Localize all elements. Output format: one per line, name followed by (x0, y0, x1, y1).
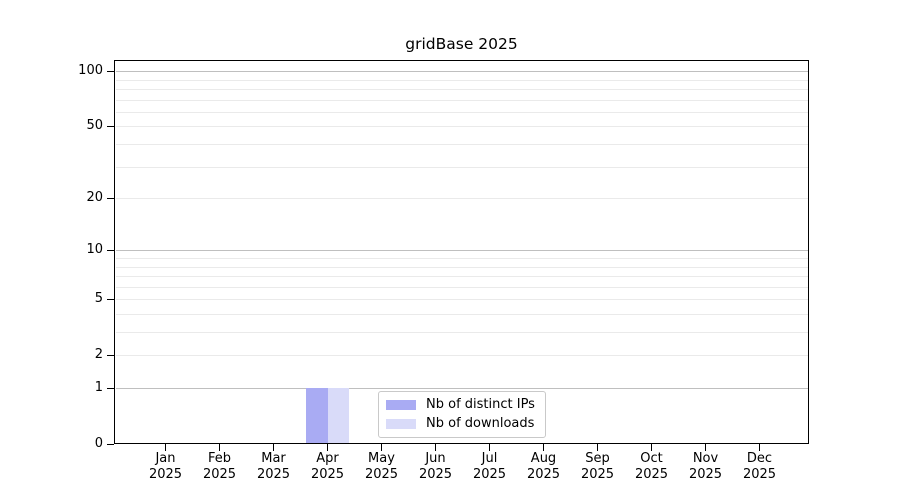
x-tick-label-aug: Aug 2025 (517, 451, 571, 482)
y-tick-label-0: 0 (94, 436, 103, 451)
y-tick-0 (107, 443, 114, 445)
x-tick-label-may: May 2025 (355, 451, 409, 482)
x-tick-year-apr: 2025 (310, 466, 345, 482)
legend-swatch-distinct-ips (386, 400, 416, 410)
legend-box: Nb of distinct IPs Nb of downloads (378, 391, 546, 438)
y-tick-label-2: 2 (94, 347, 103, 363)
x-tick-nov (705, 444, 707, 451)
gridline-minor-2 (116, 355, 808, 357)
x-tick-label-sep: Sep 2025 (571, 451, 625, 482)
x-tick-month-jun: Jun (425, 451, 446, 466)
legend-item-downloads: Nb of downloads (386, 417, 537, 431)
x-tick-label-oct: Oct 2025 (625, 451, 679, 482)
gridline-minor-60 (116, 111, 808, 113)
legend-label-distinct-ips: Nb of distinct IPs (426, 397, 535, 412)
x-tick-aug (543, 444, 545, 451)
x-tick-label-jun: Jun 2025 (409, 451, 463, 482)
x-tick-feb (219, 444, 221, 451)
y-tick-1 (107, 387, 114, 389)
gridline-minor-7 (116, 276, 808, 277)
y-tick-5 (107, 298, 114, 301)
y-tick-label-100: 100 (78, 63, 103, 79)
x-tick-year-aug: 2025 (526, 466, 561, 482)
legend-item-distinct-ips: Nb of distinct IPs (386, 398, 537, 412)
bar-apr-nb-of-distinct-ips (306, 388, 328, 444)
x-tick-label-jan: Jan 2025 (139, 451, 193, 482)
gridline-major-1 (116, 388, 808, 389)
gridline-minor-5 (116, 299, 808, 301)
x-tick-month-aug: Aug (530, 451, 557, 466)
x-tick-oct (651, 444, 653, 451)
gridline-minor-40 (116, 144, 808, 145)
x-tick-dec (759, 444, 761, 451)
x-tick-year-may: 2025 (364, 466, 399, 482)
y-tick-label-5: 5 (94, 291, 103, 307)
gridline-major-10 (116, 250, 808, 252)
x-tick-mar (273, 444, 275, 451)
x-tick-month-dec: Dec (746, 451, 773, 466)
legend-label-downloads: Nb of downloads (426, 416, 535, 431)
gridline-minor-3 (116, 332, 808, 333)
x-tick-year-jun: 2025 (418, 466, 453, 482)
x-tick-label-jul: Jul 2025 (463, 451, 517, 482)
x-tick-month-nov: Nov (692, 451, 719, 466)
plot-area-frame (114, 60, 809, 444)
x-tick-month-apr: Apr (316, 451, 339, 466)
x-tick-jan (165, 444, 167, 451)
x-tick-month-jul: Jul (481, 451, 498, 466)
x-tick-label-mar: Mar 2025 (247, 451, 301, 482)
legend-swatch-downloads (386, 419, 416, 429)
x-tick-jun (435, 444, 437, 451)
x-tick-month-feb: Feb (207, 451, 232, 466)
y-tick-label-50: 50 (86, 118, 103, 134)
x-tick-apr (327, 444, 329, 451)
y-tick-10 (107, 249, 114, 252)
x-tick-label-dec: Dec 2025 (733, 451, 787, 482)
x-tick-month-jan: Jan (155, 451, 176, 466)
x-tick-label-apr: Apr 2025 (301, 451, 355, 482)
x-tick-may (381, 444, 383, 451)
x-tick-label-feb: Feb 2025 (193, 451, 247, 482)
x-tick-month-oct: Oct (640, 451, 663, 466)
gridline-minor-50 (116, 126, 808, 128)
x-tick-month-mar: Mar (261, 451, 286, 466)
gridline-minor-9 (116, 258, 808, 259)
x-tick-year-mar: 2025 (256, 466, 291, 482)
x-tick-year-sep: 2025 (580, 466, 615, 482)
x-tick-jul (489, 444, 491, 451)
chart-title: gridBase 2025 (405, 35, 518, 53)
gridline-minor-20 (116, 198, 808, 200)
gridline-minor-6 (116, 286, 808, 288)
gridline-minor-8 (116, 266, 808, 268)
x-tick-label-nov: Nov 2025 (679, 451, 733, 482)
y-tick-2 (107, 354, 114, 357)
x-tick-year-jul: 2025 (472, 466, 507, 482)
gridline-minor-80 (116, 89, 808, 90)
x-tick-year-jan: 2025 (148, 466, 183, 482)
x-tick-year-oct: 2025 (634, 466, 669, 482)
gridline-minor-90 (116, 79, 808, 81)
y-tick-label-10: 10 (86, 242, 103, 258)
x-tick-year-nov: 2025 (688, 466, 723, 482)
gridline-minor-30 (116, 166, 808, 168)
x-tick-sep (597, 444, 599, 451)
x-tick-year-dec: 2025 (742, 466, 777, 482)
y-tick-100 (107, 70, 114, 72)
gridline-minor-4 (116, 314, 808, 315)
gridline-minor-70 (116, 99, 808, 101)
x-tick-year-feb: 2025 (202, 466, 237, 482)
y-tick-label-1: 1 (94, 380, 103, 395)
bar-apr-nb-of-downloads (327, 388, 349, 444)
x-tick-month-sep: Sep (585, 451, 610, 466)
y-tick-20 (107, 197, 114, 199)
x-tick-month-may: May (368, 451, 395, 466)
y-tick-50 (107, 125, 114, 128)
y-tick-label-20: 20 (86, 190, 103, 206)
gridline-major-100 (116, 71, 808, 73)
